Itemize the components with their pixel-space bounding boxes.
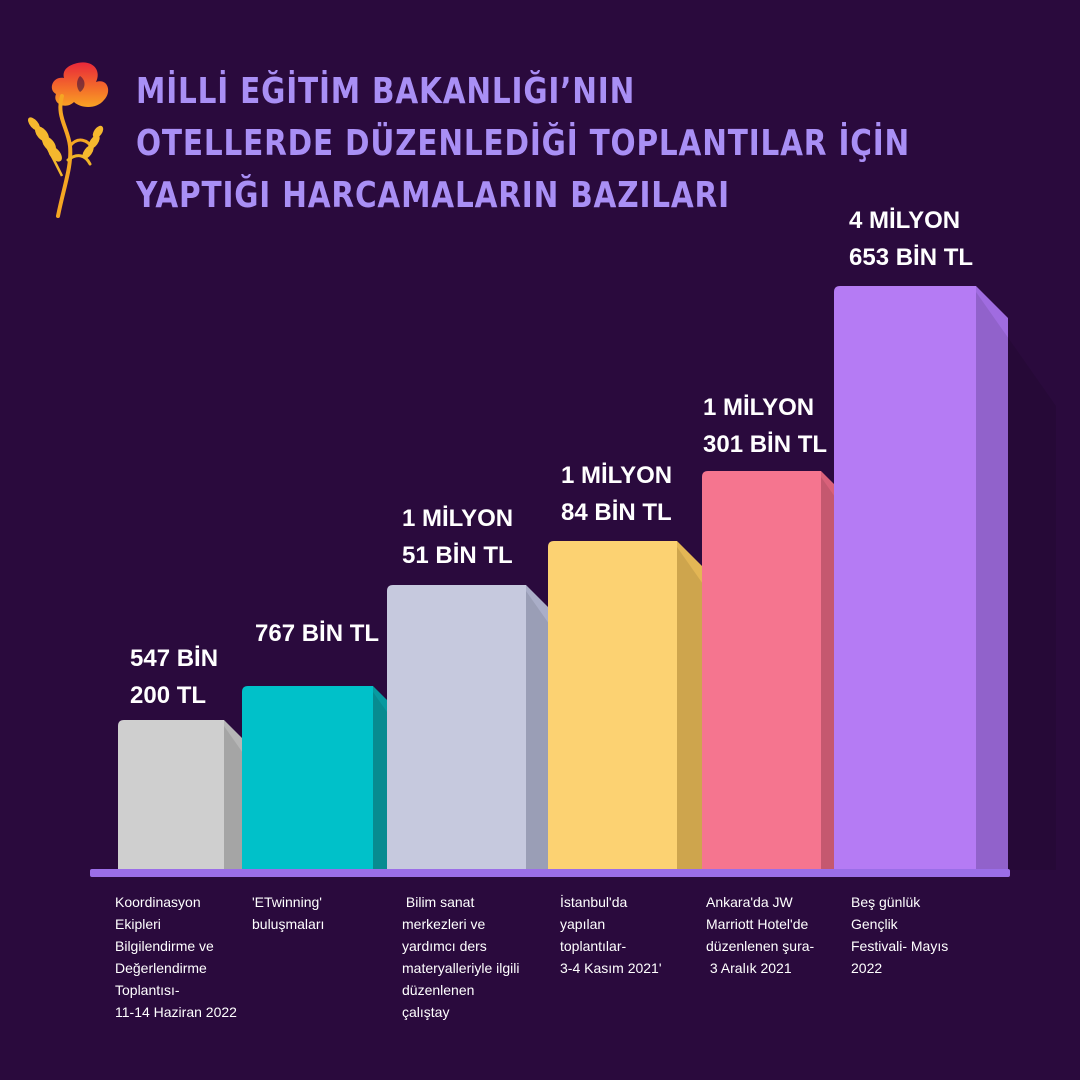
category-label-line: Beş günlük: [851, 894, 921, 910]
data-label-3: 1 MİLYON 51 BİN TL: [402, 500, 513, 574]
data-label-4: 1 MİLYON 84 BİN TL: [561, 457, 672, 531]
category-label-line: yardımcı ders: [402, 938, 487, 954]
category-label-line: Ankara'da JW: [706, 894, 793, 910]
category-label-line: Toplantısı-: [115, 982, 180, 998]
data-label-line: 301 BİN TL: [703, 431, 828, 458]
bar-front: [702, 471, 821, 870]
category-label-line: 3 Aralık 2021: [706, 960, 792, 976]
data-label-line: 1 MİLYON: [402, 505, 514, 532]
data-label-1: 547 BİN 200 TL: [130, 640, 218, 714]
bar-front: [387, 585, 526, 870]
title-line-1: MİLLİ EĞİTİM BAKANLIĞI’NIN: [136, 71, 636, 112]
data-label-2: 767 BİN TL: [255, 615, 379, 652]
data-label-line: 767 BİN TL: [255, 620, 380, 647]
data-label-line: 547 BİN: [130, 645, 219, 672]
data-label-6: 4 MİLYON 653 BİN TL: [849, 202, 973, 276]
category-label-line: toplantılar-: [560, 938, 627, 954]
category-label-line: Değerlendirme: [115, 960, 207, 976]
category-label-line: buluşmaları: [252, 916, 325, 932]
category-label-line: Marriott Hotel'de: [706, 916, 809, 932]
category-label-line: yapılan: [560, 916, 606, 932]
category-label-line: merkezleri ve: [402, 916, 486, 932]
bar-side: [677, 541, 709, 870]
category-label-line: düzenlenen şura-: [706, 938, 815, 954]
category-label-line: Festivali- Mayıs: [851, 938, 949, 954]
category-label-line: Ekipleri: [115, 916, 161, 932]
category-label-line: Bilim sanat: [402, 894, 475, 910]
category-label-line: düzenlenen: [402, 982, 475, 998]
title-line-3: YAPTIĞI HARCAMALARIN BAZILARI: [136, 175, 730, 216]
bar-6: [834, 286, 1056, 870]
category-label-line: 'ETwinning': [252, 894, 322, 910]
data-label-line: 4 MİLYON: [849, 207, 961, 234]
bar-front: [548, 541, 677, 870]
bar-front: [834, 286, 976, 870]
bar-front: [118, 720, 224, 870]
category-label-line: Gençlik: [851, 916, 898, 932]
data-label-line: 51 BİN TL: [402, 542, 513, 569]
data-label-5: 1 MİLYON 301 BİN TL: [703, 389, 827, 463]
bar-front: [242, 686, 373, 870]
data-label-line: 1 MİLYON: [703, 394, 815, 421]
data-label-line: 653 BİN TL: [849, 244, 974, 271]
category-label-line: materyalleriyle ilgili: [402, 960, 520, 976]
category-label-line: 11-14 Haziran 2022: [115, 1004, 237, 1020]
bars: [118, 286, 1056, 870]
category-label-6: Beş günlük Gençlik Festivali- Mayıs 2022: [851, 891, 981, 979]
data-label-line: 200 TL: [130, 682, 207, 709]
flame-wheat-logo-icon: [28, 62, 109, 218]
bar-side: [976, 286, 1008, 870]
data-label-line: 1 MİLYON: [561, 462, 673, 489]
category-label-1: Koordinasyon Ekipleri Bilgilendirme ve Değe…: [115, 891, 255, 1023]
category-label-line: Koordinasyon: [115, 894, 201, 910]
bar-shadow: [976, 292, 1056, 870]
category-label-5: Ankara'da JW Marriott Hotel'de düzenlenen …: [706, 891, 836, 979]
category-label-3: Bilim sanat merkezleri ve yardımcı ders mat…: [402, 891, 552, 1023]
category-label-line: çalıştay: [402, 1004, 450, 1020]
category-label-line: 2022: [851, 960, 883, 976]
bar-4: [548, 541, 757, 870]
category-label-line: İstanbul'da: [560, 894, 628, 910]
title-line-2: OTELLERDE DÜZENLEDİĞİ TOPLANTILAR İÇİN: [136, 123, 911, 164]
page-title: MİLLİ EĞİTİM BAKANLIĞI’NIN OTELLERDE DÜZ…: [136, 66, 911, 222]
category-label-line: Bilgilendirme ve: [115, 938, 214, 954]
chart-baseline: [90, 869, 1010, 877]
category-label-line: 3-4 Kasım 2021': [560, 960, 662, 976]
category-label-2: 'ETwinning' buluşmaları: [252, 891, 372, 935]
data-label-line: 84 BİN TL: [561, 499, 672, 526]
category-label-4: İstanbul'da yapılan toplantılar- 3-4 Kasım …: [560, 891, 690, 979]
